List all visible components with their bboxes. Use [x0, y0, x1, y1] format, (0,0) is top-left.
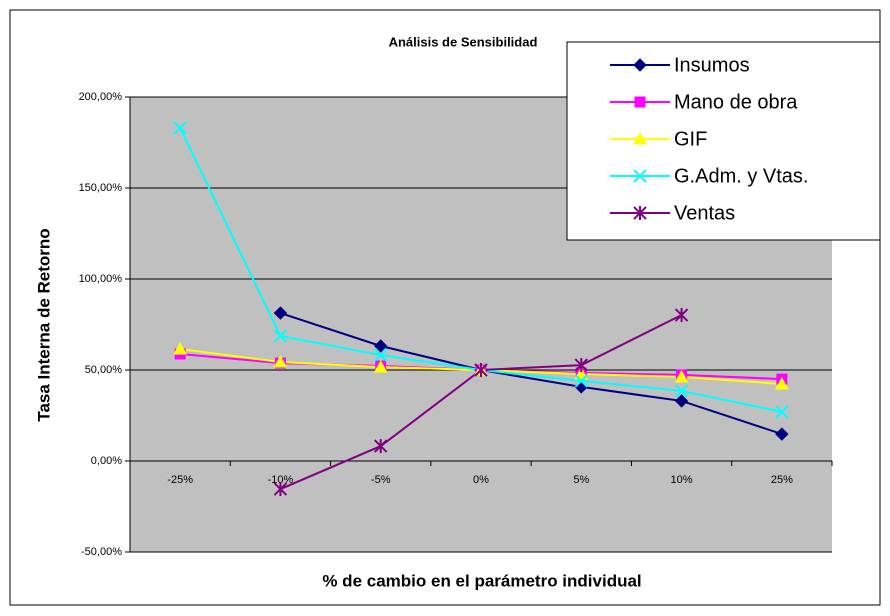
marker [574, 358, 588, 373]
marker [634, 96, 646, 108]
marker [474, 363, 488, 377]
marker [273, 329, 288, 343]
x-tick-label: -25% [167, 474, 193, 486]
marker [775, 405, 789, 419]
marker [775, 376, 789, 390]
marker [633, 131, 647, 145]
x-tick-label: -10% [268, 474, 294, 486]
legend-box [566, 41, 881, 241]
marker [173, 342, 187, 355]
y-tick-label: 200,00% [79, 91, 123, 103]
y-tick-label: 150,00% [79, 182, 123, 194]
x-tick-label: 10% [671, 474, 693, 486]
marker [674, 394, 689, 408]
x-tick-label: 0% [473, 474, 489, 486]
marker [273, 354, 288, 368]
y-tick-label: 0,00% [91, 455, 122, 467]
marker [173, 121, 187, 135]
marker [633, 58, 647, 72]
y-tick-label: 50,00% [85, 364, 123, 376]
marker [273, 306, 288, 320]
marker [373, 360, 388, 373]
y-tick-label: -50,00% [81, 546, 122, 558]
legend-label: Ventas [674, 202, 735, 224]
legend-label: GIF [674, 128, 707, 150]
y-axis-title: Tasa Interna de Retorno [34, 228, 53, 421]
marker [674, 369, 689, 383]
x-tick-label: -5% [371, 474, 391, 486]
chart-title: Análisis de Sensibilidad [389, 34, 538, 49]
legend-label: G.Adm. y Vtas. [674, 165, 808, 187]
y-tick-label: 100,00% [79, 273, 123, 285]
marker [674, 384, 689, 398]
series-line [280, 312, 783, 436]
marker [273, 482, 288, 497]
x-axis-title: % de cambio en el parámetro individual [322, 571, 641, 590]
marker [574, 374, 588, 388]
x-tick-label: 5% [573, 474, 589, 486]
legend-label: Insumos [674, 54, 750, 76]
marker [374, 439, 388, 454]
legend-label: Mano de obra [674, 91, 798, 113]
marker [374, 348, 388, 362]
marker [674, 308, 689, 323]
marker [775, 427, 789, 441]
marker [633, 206, 647, 220]
marker [633, 169, 647, 183]
x-tick-label: 25% [771, 474, 793, 486]
marker [574, 366, 589, 380]
marker [374, 339, 388, 353]
